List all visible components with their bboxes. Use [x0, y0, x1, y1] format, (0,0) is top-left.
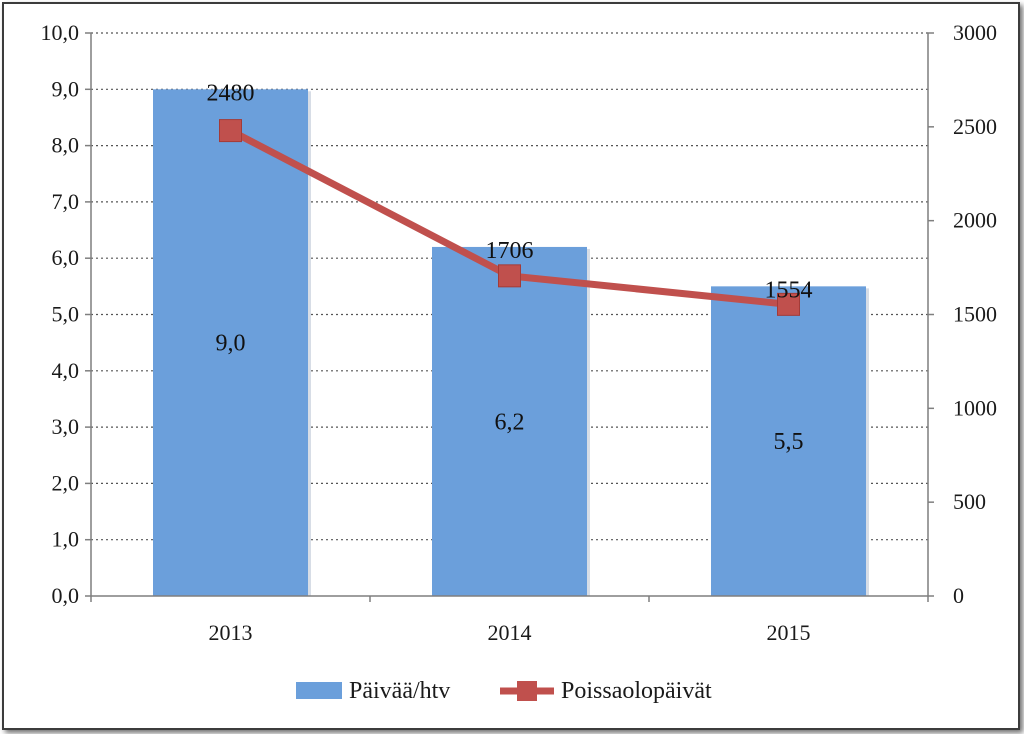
bar-2015 — [711, 286, 866, 596]
bar-data-label: 9,0 — [216, 331, 246, 357]
right-tick-label: 2000 — [953, 208, 997, 233]
x-tick-label: 2014 — [488, 620, 532, 645]
right-tick-label: 2500 — [953, 114, 997, 139]
line-data-label: 1554 — [765, 277, 813, 303]
bar-2013 — [153, 89, 308, 597]
legend: Päivää/htv Poissaolopäivät — [296, 678, 712, 704]
left-tick-label: 8,0 — [52, 133, 80, 158]
left-tick-label: 10,0 — [41, 20, 80, 45]
left-tick-label: 5,0 — [52, 302, 80, 327]
axes: 0,0 1,0 2,0 3,0 4,0 5,0 6,0 7,0 8,0 9,0 10,0 0 500 10… — [41, 20, 998, 645]
line-series — [219, 119, 800, 316]
left-tick-label: 1,0 — [52, 527, 80, 552]
x-tick-label: 2015 — [767, 620, 811, 645]
left-tick-label: 7,0 — [52, 189, 80, 214]
left-tick-label: 3,0 — [52, 414, 80, 439]
right-tick-label: 500 — [953, 489, 986, 514]
right-tick-label: 1000 — [953, 395, 997, 420]
bar-series — [153, 89, 869, 597]
right-tick-label: 0 — [953, 583, 964, 608]
bar-data-label: 6,2 — [495, 409, 525, 435]
left-tick-label: 6,0 — [52, 245, 80, 270]
legend-label-bar: Päivää/htv — [349, 678, 450, 704]
data-labels: 9,0 6,2 5,5 2480 1706 1554 — [207, 80, 813, 455]
line-data-label: 2480 — [207, 80, 255, 106]
line-point-2014 — [498, 264, 521, 288]
legend-swatch-marker — [517, 681, 537, 701]
left-tick-label: 0,0 — [52, 583, 80, 608]
legend-label-line: Poissaolopäivät — [561, 678, 712, 704]
line-data-label: 1706 — [486, 238, 534, 264]
right-tick-label: 3000 — [953, 20, 997, 45]
left-tick-label: 4,0 — [52, 358, 80, 383]
line-point-2013 — [219, 119, 242, 143]
legend-swatch-bar — [296, 682, 342, 699]
line-point-2015 — [777, 292, 800, 316]
right-tick-label: 1500 — [953, 302, 997, 327]
x-tick-label: 2013 — [209, 620, 253, 645]
bar-2014 — [432, 246, 587, 596]
bar-data-label: 5,5 — [774, 429, 804, 455]
left-tick-label: 9,0 — [52, 76, 80, 101]
left-tick-label: 2,0 — [52, 470, 80, 495]
